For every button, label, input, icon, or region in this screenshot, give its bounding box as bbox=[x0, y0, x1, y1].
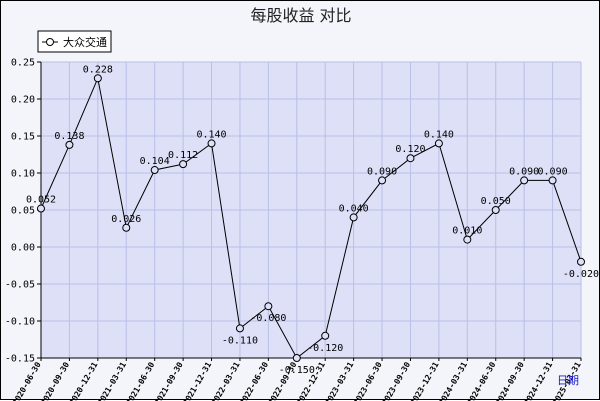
x-tick-label-18: 2024-12-31 bbox=[522, 360, 554, 401]
y-tick-label-7: -0.10 bbox=[5, 317, 35, 328]
data-label-16: 0.050 bbox=[481, 196, 511, 207]
data-point-3 bbox=[122, 223, 131, 232]
data-point-18 bbox=[548, 176, 557, 185]
data-label-10: -0.120 bbox=[307, 343, 343, 354]
y-tick-label-0: 0.25 bbox=[11, 58, 35, 69]
data-label-4: 0.104 bbox=[140, 156, 170, 167]
x-tick-label-6: 2021-12-31 bbox=[181, 360, 213, 401]
data-label-17: 0.090 bbox=[509, 166, 539, 177]
x-tick-label-0: 2020-06-30 bbox=[11, 360, 43, 401]
data-label-2: 0.228 bbox=[83, 64, 113, 75]
data-label-0: 0.052 bbox=[26, 195, 56, 206]
data-label-15: 0.010 bbox=[452, 226, 482, 237]
data-point-15 bbox=[463, 235, 472, 244]
series-line bbox=[40, 76, 582, 359]
data-point-17 bbox=[520, 176, 529, 185]
legend-label: 大众交通 bbox=[63, 35, 107, 49]
x-tick-label-11: 2023-03-31 bbox=[323, 360, 355, 401]
y-tick-label-8: -0.15 bbox=[5, 354, 35, 365]
data-point-14 bbox=[434, 139, 443, 148]
data-point-6 bbox=[207, 139, 216, 148]
y-tick-label-4: 0.05 bbox=[11, 206, 35, 217]
x-tick-label-8: 2022-06-30 bbox=[238, 360, 270, 401]
data-label-14: 0.140 bbox=[424, 129, 454, 140]
data-label-18: 0.090 bbox=[538, 166, 568, 177]
data-point-5 bbox=[179, 160, 188, 169]
legend-marker bbox=[46, 38, 54, 46]
legend: 大众交通 bbox=[37, 30, 112, 53]
y-tick-label-6: -0.05 bbox=[5, 280, 35, 291]
x-tick-label-14: 2023-12-31 bbox=[409, 360, 441, 401]
data-point-12 bbox=[378, 176, 387, 185]
x-tick-label-16: 2024-06-30 bbox=[466, 360, 498, 401]
data-point-10 bbox=[321, 331, 330, 340]
y-axis-ticks: 0.25 0.20 0.15 0.10 0.05 0.00 -0.05 -0.10 -0.15 bbox=[5, 58, 41, 365]
x-tick-label-15: 2024-03-31 bbox=[437, 360, 469, 401]
x-axis-corner-label: 日期 bbox=[557, 374, 579, 387]
series-dazhong bbox=[37, 74, 585, 362]
data-point-0 bbox=[37, 204, 45, 213]
x-tick-label-3: 2021-03-31 bbox=[96, 360, 128, 401]
data-point-1 bbox=[65, 140, 74, 149]
data-label-19: -0.020 bbox=[563, 269, 599, 280]
x-tick-label-1: 2020-09-30 bbox=[39, 360, 71, 401]
x-tick-label-5: 2021-09-30 bbox=[153, 360, 185, 401]
x-tick-label-2: 2020-12-31 bbox=[68, 360, 100, 401]
y-tick-label-2: 0.15 bbox=[11, 132, 35, 143]
data-label-6: 0.140 bbox=[196, 129, 226, 140]
y-tick-label-5: 0.00 bbox=[11, 243, 35, 254]
x-tick-label-12: 2023-06-30 bbox=[352, 360, 384, 401]
data-point-4 bbox=[150, 166, 159, 175]
chart-title: 每股收益 对比 bbox=[250, 6, 351, 25]
x-tick-label-7: 2022-03-31 bbox=[210, 360, 242, 401]
data-point-8 bbox=[264, 302, 273, 311]
data-point-9 bbox=[292, 354, 301, 362]
y-tick-label-3: 0.10 bbox=[11, 169, 35, 180]
data-label-5: 0.112 bbox=[168, 150, 198, 161]
data-point-11 bbox=[349, 213, 358, 222]
data-label-11: 0.040 bbox=[339, 203, 369, 214]
data-point-7 bbox=[235, 324, 244, 333]
x-tick-label-13: 2023-09-30 bbox=[380, 360, 412, 401]
legend-box bbox=[37, 30, 112, 53]
data-label-7: -0.110 bbox=[222, 335, 258, 346]
data-point-16 bbox=[491, 206, 500, 214]
data-point-19 bbox=[577, 257, 585, 266]
data-label-13: 0.120 bbox=[395, 144, 425, 155]
x-tick-label-17: 2024-09-30 bbox=[494, 360, 526, 401]
data-point-2 bbox=[93, 74, 102, 83]
data-label-3: 0.026 bbox=[111, 214, 141, 225]
data-label-12: 0.090 bbox=[367, 166, 397, 177]
data-label-9: -0.150 bbox=[279, 365, 315, 376]
data-point-13 bbox=[406, 154, 415, 163]
x-tick-label-4: 2021-06-30 bbox=[125, 360, 157, 401]
data-label-8: -0.080 bbox=[250, 313, 286, 324]
y-tick-label-1: 0.20 bbox=[11, 95, 35, 106]
data-label-1: 0.138 bbox=[54, 131, 84, 142]
